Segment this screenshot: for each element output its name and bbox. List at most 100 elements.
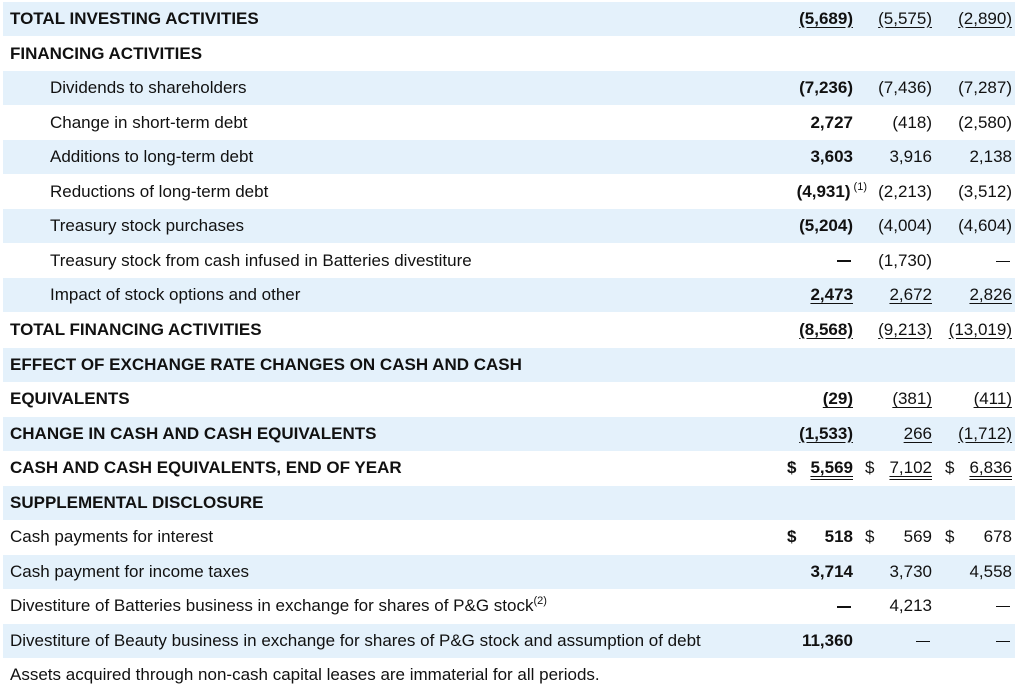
row-label: Divestiture of Beauty business in exchan…: [10, 624, 701, 658]
row-label-text: FINANCING ACTIVITIES: [10, 43, 203, 63]
value-cell-col1: 3,714: [783, 555, 853, 589]
row-label: Divestiture of Batteries business in exc…: [10, 589, 547, 623]
row-label: SUPPLEMENTAL DISCLOSURE: [10, 486, 263, 520]
value-cell-col2: (9,213): [859, 313, 932, 347]
row-label: Change in short-term debt: [50, 106, 248, 140]
dollar-sign: $: [787, 527, 797, 547]
row-label-text: CASH AND CASH EQUIVALENTS, END OF YEAR: [10, 458, 402, 478]
value-cell-col3: (1,712): [939, 417, 1012, 451]
cell-value: (13,019): [948, 319, 1012, 339]
cell-value: (8,568): [799, 319, 853, 339]
value-cell-col3: $6,836: [939, 451, 1012, 485]
value-cell-col1: [783, 589, 853, 623]
dash-mark: [837, 260, 851, 263]
cell-value: 2,672: [889, 285, 932, 305]
value-cell-col1: $5,569: [783, 451, 853, 485]
cell-value: [996, 631, 1012, 650]
value-cell-col3: (2,580): [939, 106, 1012, 140]
cell-value: 5,569: [810, 458, 853, 478]
cell-value: 678: [983, 527, 1012, 547]
cell-value: (2,890): [958, 9, 1012, 28]
table-row: Divestiture of Beauty business in exchan…: [3, 623, 1015, 658]
value-cell-col1: (5,204): [783, 209, 853, 243]
row-label: TOTAL INVESTING ACTIVITIES: [10, 2, 259, 36]
cell-value: (5,575): [878, 9, 932, 28]
row-label: CHANGE IN CASH AND CASH EQUIVALENTS: [10, 417, 376, 451]
value-cell-col2: 3,916: [859, 140, 932, 174]
value-cell-col2: (1,730): [859, 244, 932, 278]
table-row: CHANGE IN CASH AND CASH EQUIVALENTS (1,53…: [3, 416, 1015, 451]
table-row: Cash payments for interest $518 $569 $678: [3, 520, 1015, 554]
value-cell-col3: 2,826: [939, 278, 1012, 312]
cell-value: 518: [824, 527, 853, 547]
table-row: Additions to long-term debt 3,603 3,916 2,1…: [3, 140, 1015, 175]
table-row: Dividends to shareholders (7,236) (7,436) (…: [3, 71, 1015, 106]
value-cell-col3: (3,512): [939, 175, 1012, 209]
value-cell-col3: (4,604): [939, 209, 1012, 243]
cell-value: (4,931): [796, 181, 851, 201]
table-row: Reductions of long-term debt (4,931) (1)(…: [3, 175, 1015, 209]
cell-value: [837, 251, 853, 270]
table-row: FINANCING ACTIVITIES: [3, 37, 1015, 71]
dollar-sign: $: [945, 527, 955, 547]
cell-value: 3,603: [810, 147, 853, 167]
dash-mark: [837, 605, 851, 608]
table-row: Impact of stock options and other 2,473 2,…: [3, 278, 1015, 313]
row-label-text: Cash payments for interest: [10, 527, 214, 547]
row-label-text: Treasury stock purchases: [50, 216, 244, 236]
value-cell-col1: 11,360: [783, 624, 853, 658]
cell-value: (1,712): [958, 423, 1012, 443]
footnote-marker: (2): [533, 595, 547, 608]
row-label: TOTAL FINANCING ACTIVITIES: [10, 313, 262, 347]
value-cell-col2: (4,004): [859, 209, 932, 243]
row-label: Dividends to shareholders: [50, 71, 247, 105]
cell-value: (5,689): [799, 9, 853, 28]
value-cell-col1: [783, 244, 853, 278]
row-label: Cash payment for income taxes: [10, 555, 249, 589]
row-label-text: EQUIVALENTS: [10, 389, 130, 409]
value-cell-col2: $7,102: [859, 451, 932, 485]
row-label: FINANCING ACTIVITIES: [10, 37, 202, 71]
row-label-text: CHANGE IN CASH AND CASH EQUIVALENTS: [10, 423, 377, 443]
dash-mark: [996, 640, 1010, 642]
value-cell-col3: (2,890): [939, 2, 1012, 36]
value-cell-col1: (4,931) (1): [743, 175, 867, 209]
value-cell-col1: 2,473: [783, 278, 853, 312]
row-label: Additions to long-term debt: [50, 140, 253, 174]
row-label-text: Change in short-term debt: [50, 112, 248, 132]
value-cell-col1: (8,568): [783, 313, 853, 347]
footnote-marker: (1): [850, 180, 867, 193]
cell-value: (2,580): [958, 112, 1012, 132]
value-cell-col1: (29): [783, 382, 853, 416]
cell-value: 2,138: [969, 147, 1012, 167]
value-cell-col3: (411): [939, 382, 1012, 416]
row-label-text: EFFECT OF EXCHANGE RATE CHANGES ON CASH …: [10, 354, 522, 374]
cell-value: (7,236): [799, 78, 853, 98]
row-label-text: Impact of stock options and other: [50, 285, 301, 305]
value-cell-col3: 4,558: [939, 555, 1012, 589]
value-cell-col2: (2,213): [859, 175, 932, 209]
value-cell-col2: 3,730: [859, 555, 932, 589]
cell-value: 266: [903, 423, 932, 443]
cell-value: [916, 631, 932, 650]
value-cell-col1: (1,533): [783, 417, 853, 451]
value-cell-col1: (5,689): [783, 2, 853, 36]
row-label-text: Treasury stock from cash infused in Batt…: [50, 250, 472, 270]
cell-value: [996, 251, 1012, 270]
table-row: TOTAL INVESTING ACTIVITIES (5,689) (5,575)…: [3, 2, 1015, 36]
value-cell-col3: [939, 589, 1012, 623]
cell-value: (5,204): [799, 216, 853, 236]
dash-mark: [996, 260, 1010, 262]
row-label-text: SUPPLEMENTAL DISCLOSURE: [10, 492, 264, 512]
cell-value: 3,916: [889, 147, 932, 167]
value-cell-col2: 2,672: [859, 278, 932, 312]
table-row: Treasury stock purchases (5,204) (4,004) (4…: [3, 209, 1015, 244]
value-cell-col2: (7,436): [859, 71, 932, 105]
dash-mark: [996, 606, 1010, 608]
dollar-sign: $: [945, 458, 955, 478]
value-cell-col1: 3,603: [783, 140, 853, 174]
cell-value: 569: [903, 527, 932, 547]
row-label: Assets acquired through non-cash capital…: [10, 658, 600, 692]
value-cell-col1: $518: [783, 520, 853, 554]
